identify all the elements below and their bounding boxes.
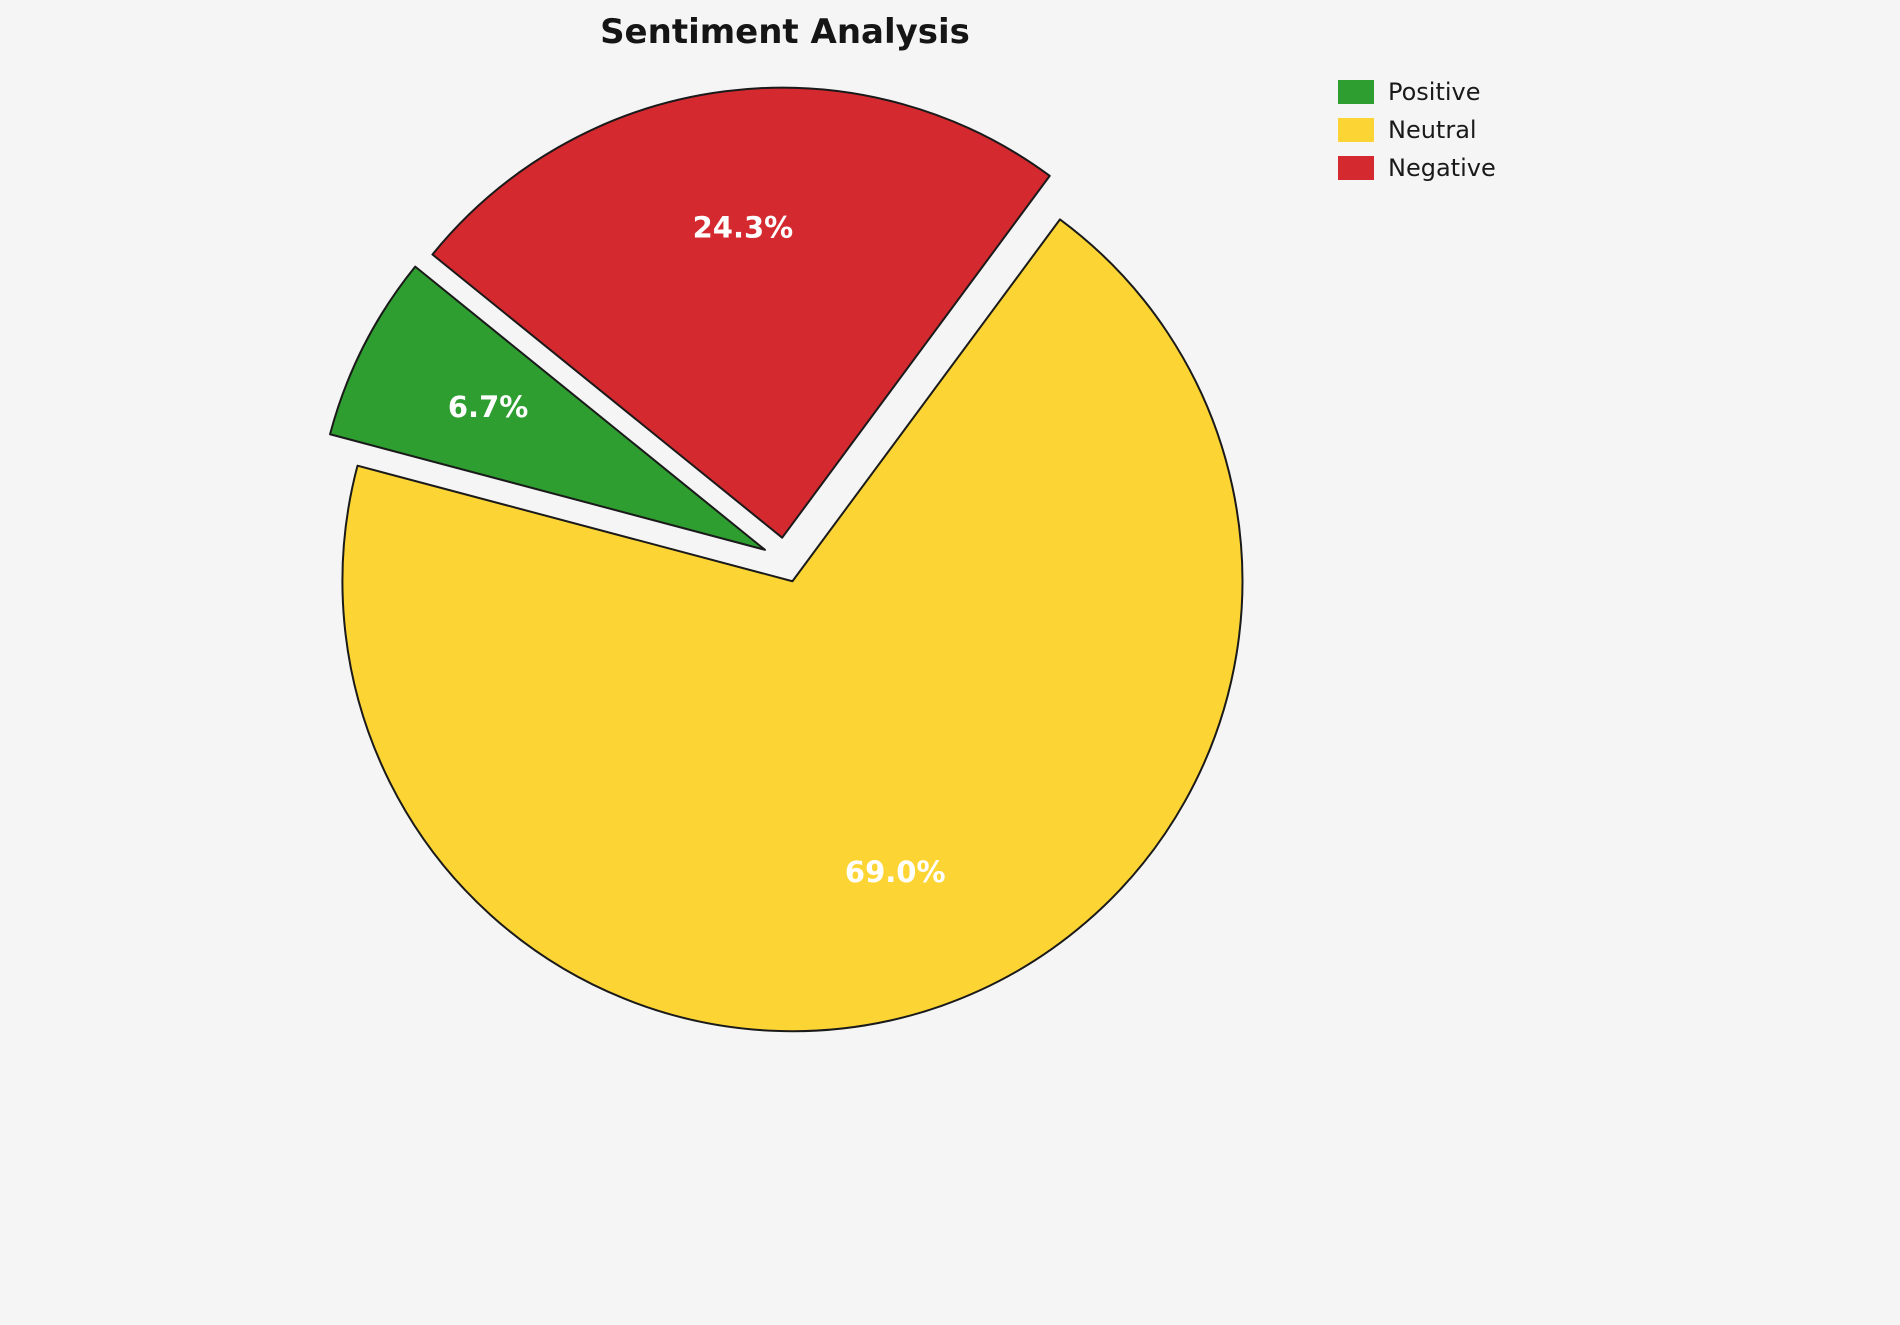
pct-label-positive: 6.7% <box>448 390 528 424</box>
pie-slice-positive <box>329 265 766 551</box>
legend: Positive Neutral Negative <box>1338 80 1496 180</box>
legend-item-negative: Negative <box>1338 156 1496 180</box>
legend-swatch-neutral <box>1338 118 1374 142</box>
pie-slice-negative <box>431 86 1051 539</box>
pie-slice-neutral <box>341 218 1244 1033</box>
legend-label-positive: Positive <box>1388 78 1481 106</box>
legend-item-positive: Positive <box>1338 80 1496 104</box>
legend-item-neutral: Neutral <box>1338 118 1496 142</box>
legend-swatch-positive <box>1338 80 1374 104</box>
pct-label-neutral: 69.0% <box>845 855 946 889</box>
legend-label-negative: Negative <box>1388 154 1496 182</box>
legend-label-neutral: Neutral <box>1388 116 1477 144</box>
legend-swatch-negative <box>1338 156 1374 180</box>
pct-label-negative: 24.3% <box>693 211 794 245</box>
chart-title: Sentiment Analysis <box>600 12 970 52</box>
